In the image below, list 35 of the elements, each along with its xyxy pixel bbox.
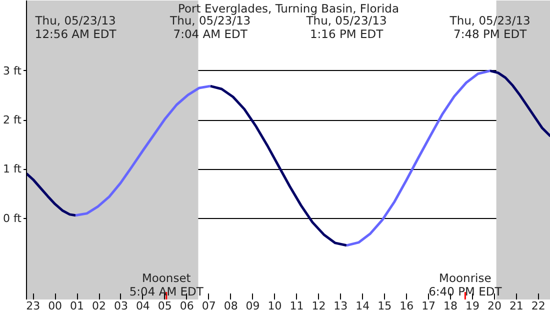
y-tick-label: 3 ft [3,64,22,78]
x-tick-label: 14 [356,300,370,312]
x-tick-label: 20 [487,300,502,312]
ref-line-label: Moonset 5:04 AM EDT [129,271,204,298]
x-tick-label: 09 [246,300,260,312]
x-tick-label: 18 [444,300,458,312]
y-tick-label: 0 ft [3,212,22,225]
ref-line-label: Moonrise 6:40 PM EDT [428,271,503,298]
y-tick-label: 2 ft [3,114,22,126]
x-tick-label: 03 [114,300,128,312]
x-tick-label: 06 [180,300,194,312]
x-tick-label: 17 [422,300,436,312]
x-tick-label: 05 [158,300,172,312]
annotation: Thu, 05/23/13 7:48 PM EDT [448,14,530,41]
annotation: Thu, 05/23/13 7:04 AM EDT [169,14,251,41]
x-tick-label: 10 [268,300,282,312]
x-tick-label: 16 [400,300,414,312]
x-tick-label: 13 [334,300,348,312]
annotation: Thu, 05/23/13 12:56 AM EDT [34,14,118,41]
x-tick-label: 02 [92,300,106,312]
x-tick-label: 11 [290,300,304,312]
y-tick-label: 1 ft [3,162,22,176]
annotation: Thu, 05/23/13 1:16 PM EDT [305,14,387,41]
x-tick-label: 04 [136,300,150,312]
chart-title: Port Everglades, Turning Basin, Florida [178,2,400,16]
x-tick-label: 15 [378,300,392,312]
x-tick-label: 08 [224,300,238,312]
x-tick-label: 00 [48,300,62,312]
x-tick-label: 19 [466,300,480,312]
x-tick-label: 21 [509,300,524,312]
x-tick-label: 07 [202,300,216,312]
x-tick-label: 12 [312,300,326,312]
x-tick-label: 22 [531,300,546,312]
x-tick-label: 23 [26,300,40,312]
x-tick-label: 01 [70,300,84,312]
